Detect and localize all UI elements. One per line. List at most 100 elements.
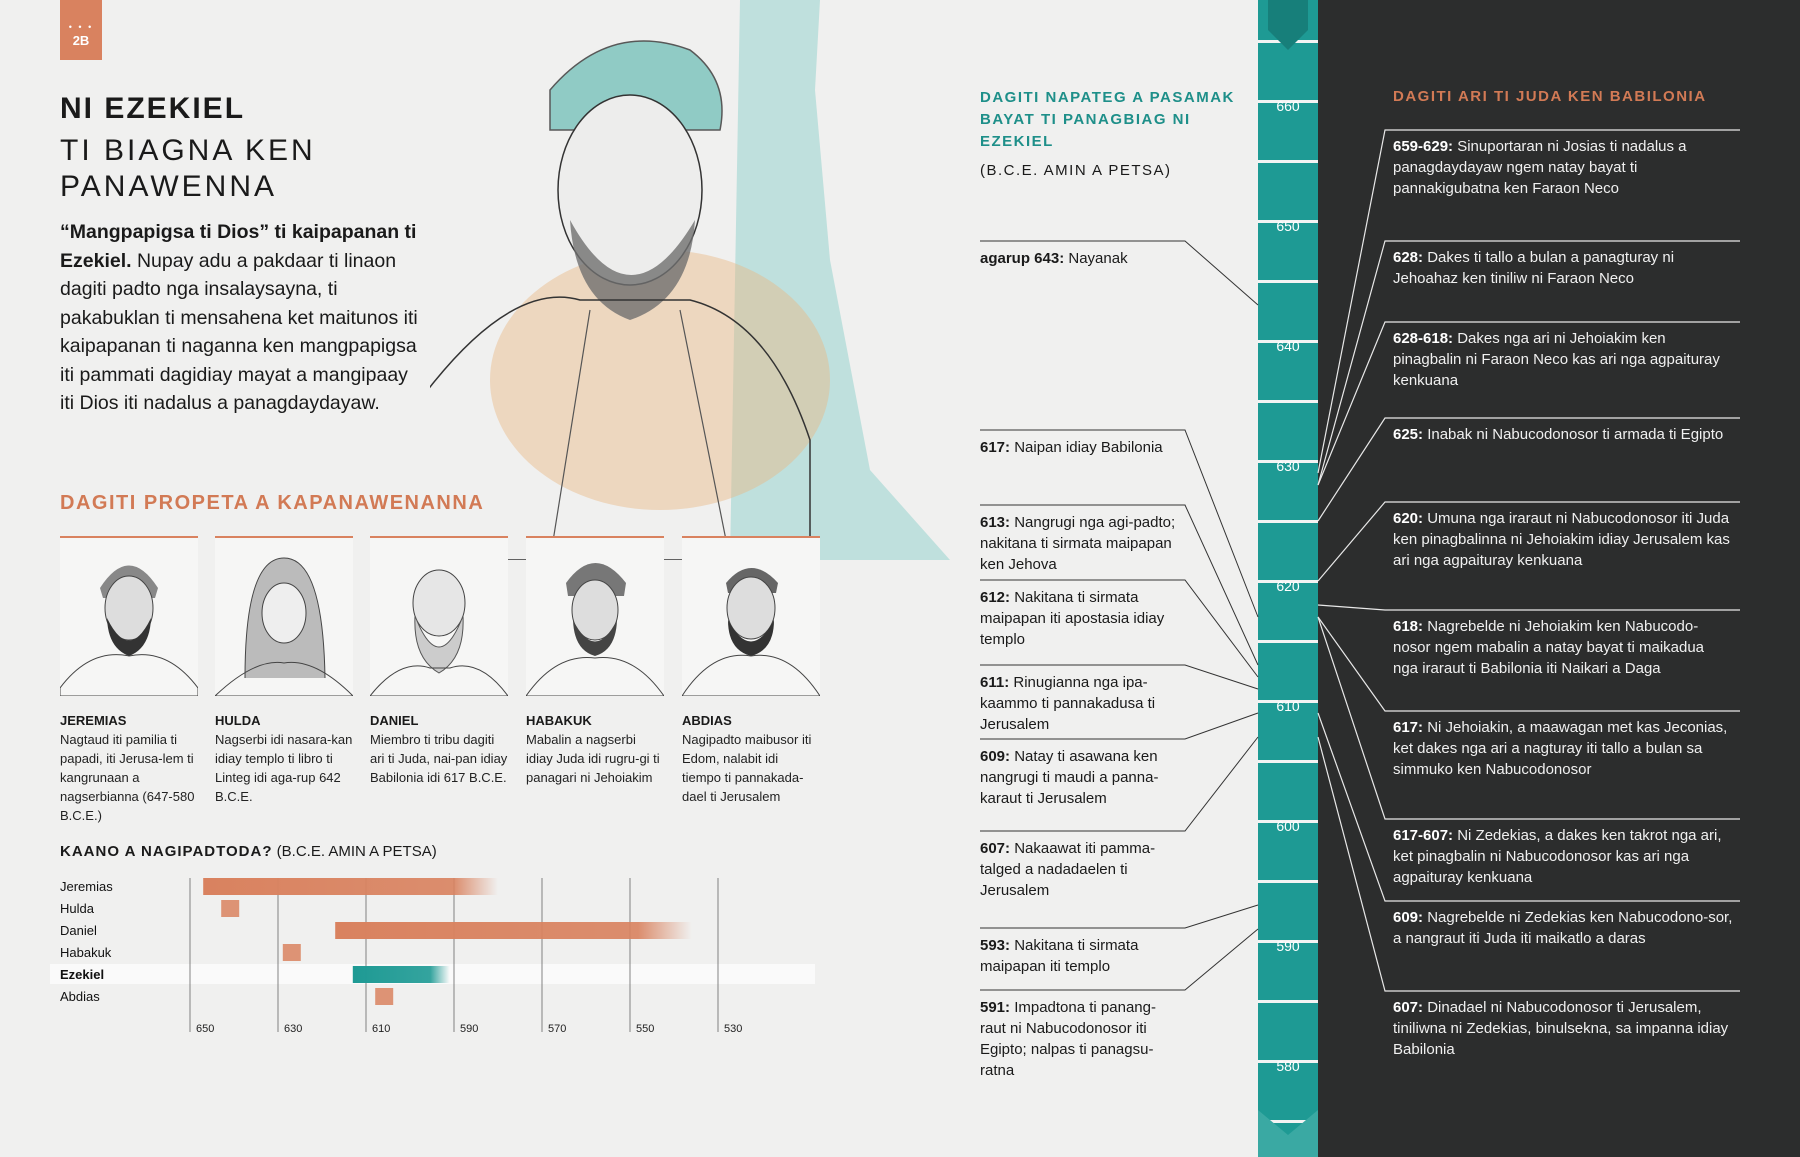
card-rule (60, 536, 198, 538)
king-event-year: 607: (1393, 999, 1424, 1016)
timeline-row-label: Ezekiel (60, 967, 104, 982)
page-title: NI EZEKIEL (60, 92, 246, 125)
timeline-tick-label: 590 (460, 1023, 478, 1035)
intro-text: Nupay adu a pakdaar ti linaon dagiti pad… (60, 249, 418, 415)
king-event-item: 617: Ni Jehoiakin, a maawagan met kas Je… (1393, 717, 1733, 780)
event-item: 591: Impadtona ti panang-raut ni Nabucod… (980, 997, 1180, 1081)
timeline-tick-label: 630 (284, 1023, 302, 1035)
prophet-name: ABDIAS (682, 713, 732, 728)
king-event-item: 628-618: Dakes nga ari ni Jehoiakim ken … (1393, 328, 1733, 391)
event-year: 593: (980, 937, 1011, 954)
timeline-tick-label: 610 (372, 1023, 390, 1035)
prophet-description: Nagtaud iti pamilia ti papadi, iti Jerus… (60, 732, 195, 823)
king-event-item: 617-607: Ni Zedekias, a dakes ken takrot… (1393, 825, 1733, 888)
event-year: 607: (980, 840, 1011, 857)
prophet-name: DANIEL (370, 713, 419, 728)
prophet-description: Nagserbi idi nasara-kan idiay templo ti … (215, 732, 353, 804)
abdias-portrait-icon (681, 538, 821, 697)
scale-year-label: 620 (1276, 578, 1300, 594)
scale-tick (1258, 280, 1318, 283)
king-event-year: 625: (1393, 426, 1424, 443)
ezekiel-portrait-illustration (430, 0, 950, 560)
prophet-name: HABAKUK (526, 713, 592, 728)
king-event-year: 628-618: (1393, 330, 1454, 347)
page-number: 2B (72, 33, 90, 48)
scale-year-label: 660 (1276, 98, 1300, 114)
scale-tick (1258, 400, 1318, 403)
king-event-item: 618: Nagrebelde ni Jehoiakim ken Nabucod… (1393, 616, 1733, 679)
timeline-row-label: Hulda (60, 901, 95, 916)
timeline-tick-label: 530 (724, 1023, 742, 1035)
king-event-item: 659-629: Sinuportaran ni Josias ti nadal… (1393, 136, 1733, 199)
prophet-card-hulda: HULDA Nagserbi idi nasara-kan idiay temp… (213, 536, 355, 806)
event-year: agarup 643: (980, 250, 1065, 267)
scale-tick (1258, 820, 1318, 823)
badge-dots: • • • (68, 22, 94, 32)
timeline-row-label: Abdias (60, 989, 100, 1004)
scale-tick (1258, 220, 1318, 223)
prophet-description: Nagipadto maibusor iti Edom, nalabit idi… (682, 732, 812, 804)
timeline-tick-label: 570 (548, 1023, 566, 1035)
scale-year-label: 590 (1276, 938, 1300, 954)
event-text: Nangrugi nga agi-padto; nakitana ti sirm… (980, 514, 1176, 573)
page-badge: • • • 2B (60, 0, 102, 60)
king-event-item: 625: Inabak ni Nabucodonosor ti armada t… (1393, 424, 1733, 445)
hulda-portrait-icon (213, 538, 355, 697)
event-item: 611: Rinugianna nga ipa-kaammo ti pannak… (980, 672, 1180, 735)
kings-heading: DAGITI ARI TI JUDA KEN BABILONIA (1393, 88, 1707, 105)
scale-year-label: 640 (1276, 338, 1300, 354)
scale-year-label: 630 (1276, 458, 1300, 474)
timeline-row-label: Daniel (60, 923, 97, 938)
king-event-item: 628: Dakes ti tallo a bulan a panagturay… (1393, 247, 1733, 289)
year-scale-bar (1258, 0, 1318, 1157)
card-rule (526, 536, 664, 538)
event-item: 612: Nakitana ti sirmata maipapan iti ap… (980, 587, 1180, 650)
scale-tick (1258, 40, 1318, 43)
event-item: 617: Naipan idiay Babilonia (980, 437, 1180, 458)
timeline-bar-abdias (375, 988, 394, 1005)
king-event-year: 618: (1393, 618, 1424, 635)
timeline-tick-label: 650 (196, 1023, 214, 1035)
scale-tick (1258, 1060, 1318, 1063)
event-year: 611: (980, 674, 1010, 691)
prophet-card-daniel: DANIEL Miembro ti tribu dagiti ari ti Ju… (368, 536, 509, 787)
scale-tick (1258, 940, 1318, 943)
prophet-description: Miembro ti tribu dagiti ari ti Juda, nai… (370, 732, 508, 785)
prophet-card-abdias: ABDIAS Nagipadto maibusor iti Edom, nala… (681, 536, 821, 806)
event-year: 609: (980, 748, 1011, 765)
king-event-year: 659-629: (1393, 138, 1454, 155)
scale-tick (1258, 700, 1318, 703)
timeline-bar-habakuk (282, 944, 301, 961)
king-event-item: 609: Nagrebelde ni Zedekias ken Nabucodo… (1393, 907, 1733, 949)
king-event-year: 617-607: (1393, 827, 1454, 844)
king-event-text: Inabak ni Nabucodonosor ti armada ti Egi… (1423, 426, 1724, 443)
scale-tick (1258, 1120, 1318, 1123)
event-item: agarup 643: Nayanak (980, 248, 1180, 269)
scale-tick (1258, 100, 1318, 103)
king-event-text: Nagrebelde ni Jehoiakim ken Nabucodo-nos… (1393, 618, 1705, 677)
king-event-text: Nagrebelde ni Zedekias ken Nabucodono-so… (1393, 909, 1733, 947)
scale-tick (1258, 640, 1318, 643)
scale-year-label: 600 (1276, 818, 1300, 834)
timeline-heading: KAANO A NAGIPADTODA? (B.C.E. AMIN A PETS… (60, 843, 437, 860)
intro-paragraph: “Mangpapigsa ti Dios” ti kaipapanan ti E… (60, 218, 420, 418)
scale-tick (1258, 340, 1318, 343)
page-subtitle-line1: TI BIAGNA KEN (60, 134, 316, 167)
events-heading: DAGITI NAPATEG A PASAMAK BAYAT TI PANAGB… (980, 89, 1235, 150)
king-event-text: Umuna nga iraraut ni Nabucodonosor iti J… (1393, 510, 1730, 569)
prophet-card-habakuk: HABAKUK Mabalin a nagserbi idiay Juda id… (525, 536, 665, 787)
page-subtitle-line2: PANAWENNA (60, 170, 278, 203)
king-event-year: 617: (1393, 719, 1424, 736)
event-item: 593: Nakitana ti sirmata maipapan iti te… (980, 935, 1180, 977)
king-event-year: 620: (1393, 510, 1424, 527)
timeline-tick-label: 550 (636, 1023, 654, 1035)
daniel-portrait-icon (368, 538, 509, 697)
events-subheading: (B.C.E. AMIN A PETSA) (980, 162, 1172, 179)
timeline-bar-jeremias (203, 878, 498, 895)
timeline-heading-bold: KAANO A NAGIPADTODA? (60, 843, 273, 860)
scale-year-label: 580 (1276, 1058, 1300, 1074)
scale-tick (1258, 160, 1318, 163)
event-item: 613: Nangrugi nga agi-padto; nakitana ti… (980, 512, 1180, 575)
habakuk-portrait-icon (525, 538, 665, 697)
timeline-bar-daniel (335, 922, 692, 939)
